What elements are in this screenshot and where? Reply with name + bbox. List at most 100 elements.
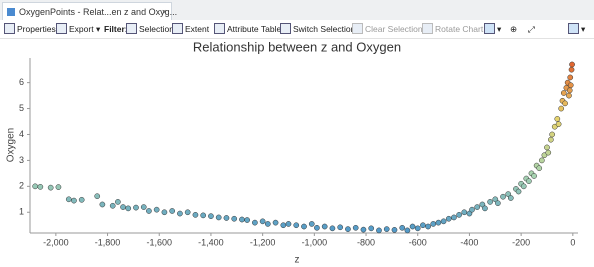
point bbox=[500, 193, 506, 200]
point bbox=[466, 210, 473, 217]
point bbox=[47, 184, 54, 191]
point bbox=[133, 204, 139, 211]
label: Selection bbox=[139, 24, 174, 34]
point bbox=[567, 74, 574, 81]
chart-title: Relationship between z and Oxygen bbox=[193, 39, 401, 54]
point bbox=[146, 208, 152, 214]
zoom-tool[interactable]: ⊕ bbox=[510, 24, 518, 34]
point bbox=[435, 219, 442, 226]
point bbox=[368, 225, 375, 232]
x-tick-label: -1,000 bbox=[302, 237, 328, 247]
point bbox=[538, 157, 545, 164]
point bbox=[314, 224, 320, 231]
point bbox=[545, 149, 552, 156]
attribute-table-button[interactable]: Attribute Table bbox=[214, 23, 281, 35]
point bbox=[440, 218, 447, 225]
properties-button[interactable]: Properties bbox=[4, 23, 56, 35]
point bbox=[445, 215, 452, 222]
point bbox=[169, 208, 176, 214]
point bbox=[301, 223, 307, 230]
point bbox=[548, 136, 554, 143]
point bbox=[551, 123, 558, 130]
point bbox=[65, 196, 72, 203]
point bbox=[420, 222, 426, 229]
point bbox=[215, 214, 222, 221]
point bbox=[177, 210, 183, 217]
tab-bar: OxygenPoints - Relat...en z and Oxyg... × bbox=[0, 0, 594, 21]
point bbox=[549, 131, 556, 138]
tab-title: OxygenPoints - Relat...en z and Oxyg... bbox=[19, 7, 178, 17]
point bbox=[507, 195, 514, 201]
point bbox=[555, 121, 562, 127]
point bbox=[264, 221, 271, 227]
full-extent-tool[interactable]: ⤢ bbox=[528, 24, 535, 34]
point bbox=[244, 217, 250, 223]
point bbox=[285, 221, 292, 227]
y-tick-label: 6 bbox=[19, 77, 24, 87]
point bbox=[404, 227, 411, 234]
point bbox=[456, 212, 462, 218]
point bbox=[451, 214, 457, 221]
point bbox=[78, 196, 85, 203]
y-tick-label: 5 bbox=[19, 103, 24, 113]
point bbox=[566, 87, 573, 94]
selection-button[interactable]: Selection bbox=[126, 23, 174, 35]
extent-button[interactable]: Extent bbox=[172, 23, 209, 35]
point bbox=[125, 205, 132, 212]
point bbox=[252, 219, 258, 226]
point bbox=[554, 116, 561, 122]
point bbox=[515, 188, 522, 195]
point bbox=[120, 204, 126, 210]
point bbox=[487, 199, 493, 205]
x-tick-label: -600 bbox=[409, 237, 427, 247]
point bbox=[520, 183, 527, 190]
point bbox=[399, 224, 406, 231]
point bbox=[461, 209, 468, 216]
switch-selection-button[interactable]: Switch Selection bbox=[280, 23, 355, 35]
point bbox=[345, 226, 351, 232]
export-button[interactable]: Export ▾ bbox=[56, 23, 100, 35]
label: Attribute Table bbox=[227, 24, 282, 34]
point bbox=[495, 200, 501, 207]
point bbox=[308, 221, 315, 227]
point bbox=[259, 218, 266, 225]
label: Extent bbox=[185, 24, 210, 34]
y-tick-label: 2 bbox=[19, 181, 24, 191]
point bbox=[140, 204, 147, 210]
point bbox=[566, 92, 572, 99]
point bbox=[536, 165, 543, 172]
point bbox=[55, 184, 62, 190]
point bbox=[474, 204, 481, 210]
rotate-chart-button[interactable]: Rotate Chart bbox=[422, 23, 483, 35]
point bbox=[562, 100, 568, 107]
point bbox=[208, 213, 214, 219]
label: Clear Selection bbox=[365, 24, 423, 34]
point bbox=[223, 215, 230, 221]
point bbox=[200, 212, 207, 219]
point bbox=[280, 222, 287, 229]
label: Rotate Chart bbox=[435, 24, 484, 34]
point bbox=[526, 178, 532, 184]
filter-label: Filter: bbox=[104, 24, 128, 34]
clear-selection-button[interactable]: Clear Selection bbox=[352, 23, 423, 35]
tab[interactable]: OxygenPoints - Relat...en z and Oxyg... × bbox=[2, 2, 177, 20]
x-tick-label: -200 bbox=[512, 237, 530, 247]
x-tick-label: -400 bbox=[460, 237, 478, 247]
select-tool[interactable]: ▾ bbox=[484, 23, 501, 35]
chart: Relationship between z and Oxygen z Oxyg… bbox=[6, 39, 578, 266]
point bbox=[409, 223, 416, 230]
point bbox=[109, 202, 116, 209]
point bbox=[239, 216, 245, 223]
point bbox=[293, 222, 300, 229]
point bbox=[272, 219, 279, 226]
x-tick-label: -1,200 bbox=[250, 237, 276, 247]
point bbox=[360, 226, 367, 233]
point bbox=[544, 144, 550, 151]
x-axis-label: z bbox=[295, 255, 300, 266]
y-tick-label: 4 bbox=[19, 129, 24, 139]
point bbox=[71, 197, 77, 204]
chart-menu[interactable]: ▾ bbox=[568, 23, 585, 35]
point bbox=[231, 215, 238, 222]
point bbox=[492, 196, 499, 203]
